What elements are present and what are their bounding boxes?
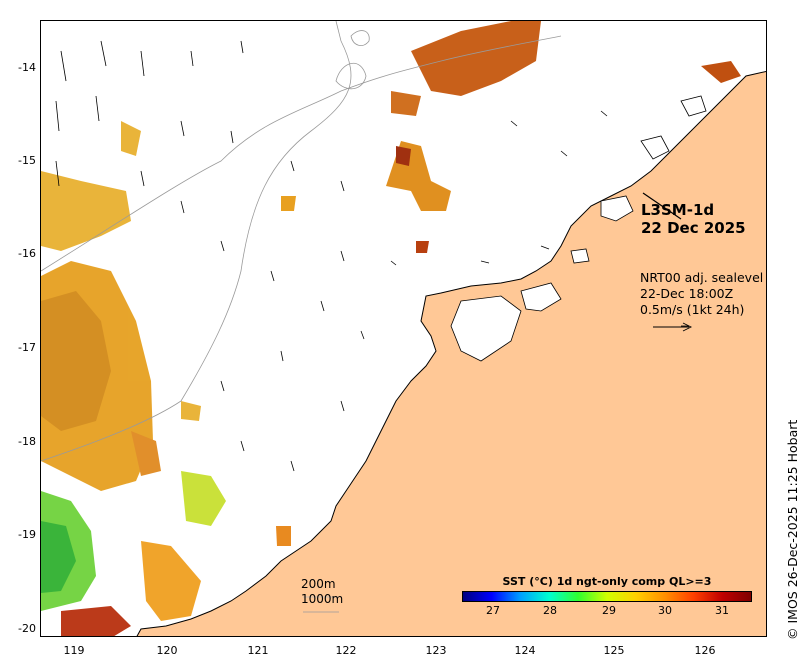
colorbar-tick: 28 [543,604,557,617]
currents-scale: 0.5m/s (1kt 24h) [640,302,745,317]
credit-text: © IMOS 26-Dec-2025 11:25 Hobart [785,419,800,640]
coastline-islands [450,95,707,362]
sst-patches [41,121,226,636]
lon-tick: 121 [247,644,269,657]
map-frame[interactable] [40,20,767,637]
product-pointer [642,192,682,220]
colorbar-title: SST (°C) 1d ngt-only comp QL>=3 [502,575,712,588]
lat-tick: -17 [18,341,36,354]
colorbar [462,591,752,602]
lon-tick: 122 [335,644,357,657]
colorbar-tick: 27 [486,604,500,617]
lon-tick: 124 [514,644,536,657]
colorbar-tick: 30 [658,604,672,617]
lat-tick: -15 [18,154,36,167]
product-date: 22 Dec 2025 [641,219,746,237]
land [136,70,766,636]
isobath-1000-label: 1000m [301,592,344,606]
product-name: L3SM-1d [641,201,715,219]
isobaths [41,21,562,462]
lat-tick: -16 [18,247,36,260]
lon-tick: 126 [694,644,716,657]
isobath-legend: 200m 1000m [301,577,343,607]
currents-source: NRT00 adj. sealevel [640,270,764,285]
lon-tick: 123 [425,644,447,657]
colorbar-tick: 29 [602,604,616,617]
map-canvas [41,21,766,636]
lon-tick: 120 [156,644,178,657]
currents-label: NRT00 adj. sealevel 22-Dec 18:00Z 0.5m/s… [640,270,763,318]
lon-tick: 119 [63,644,85,657]
current-vectors [55,40,689,472]
lat-tick: -18 [18,435,36,448]
isobath-200-label: 200m [301,577,336,591]
lat-tick: -14 [18,61,36,74]
lat-tick: -19 [18,528,36,541]
lon-tick: 125 [603,644,625,657]
sst-patches-north [276,21,741,546]
lat-tick: -20 [18,622,36,635]
product-label: L3SM-1d 22 Dec 2025 [641,201,746,237]
colorbar-tick: 31 [715,604,729,617]
currents-time: 22-Dec 18:00Z [640,286,734,301]
